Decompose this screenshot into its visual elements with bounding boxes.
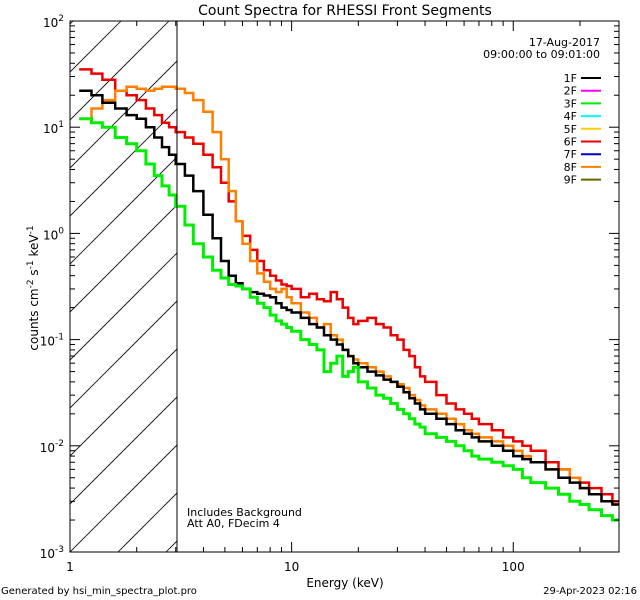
y-tick-label: 102	[43, 14, 64, 30]
generated-by-footer: Generated by hsi_min_spectra_plot.pro	[1, 586, 197, 597]
legend-label-4F: 4F	[564, 110, 577, 123]
y-axis-label: counts cm-2 s-1 keV-1	[26, 225, 41, 350]
x-axis-label: Energy (keV)	[306, 576, 383, 590]
legend-label-6F: 6F	[564, 136, 577, 149]
chart-title: Count Spectra for RHESSI Front Segments	[198, 3, 492, 19]
hatch-line	[70, 108, 177, 217]
y-tick-label: 101	[43, 120, 64, 136]
hatch-line	[358, 0, 640, 552]
legend-label-7F: 7F	[564, 148, 577, 161]
x-tick-label: 10	[284, 560, 299, 574]
hatch-line	[262, 0, 640, 552]
hatch-line	[70, 60, 177, 169]
series-1F	[79, 89, 619, 506]
series-3F	[79, 117, 619, 522]
footer-date: 29-Apr-2023 02:16	[543, 586, 637, 597]
legend-label-2F: 2F	[564, 85, 577, 98]
hatch-line	[70, 156, 177, 265]
x-tick-label: 1	[66, 560, 74, 574]
hatch-line	[0, 0, 94, 552]
y-tick-label: 10-1	[40, 333, 64, 349]
hatch-line	[70, 21, 170, 121]
y-tick-label: 100	[43, 226, 64, 242]
plot-frame	[69, 20, 620, 553]
date-label: 17-Aug-2017	[529, 36, 600, 49]
hatch-line	[70, 348, 177, 457]
hatch-line	[70, 396, 177, 505]
legend-label-5F: 5F	[564, 123, 577, 136]
legend-label-3F: 3F	[564, 97, 577, 110]
hatch-line	[70, 444, 177, 552]
legend-label-8F: 8F	[564, 161, 577, 174]
series-6F	[79, 68, 619, 503]
annotation-background: Includes Background	[187, 506, 302, 519]
x-tick-label: 100	[502, 560, 525, 574]
time-range-label: 09:00:00 to 09:01:00	[483, 48, 600, 61]
y-tick-label: 10-3	[40, 545, 64, 561]
legend-label-9F: 9F	[564, 174, 577, 187]
annotation-attenuator: Att A0, FDecim 4	[187, 517, 280, 530]
y-tick-label: 10-2	[40, 439, 64, 455]
hatch-line	[70, 21, 122, 73]
hatch-line	[70, 204, 177, 313]
series-8F	[79, 85, 619, 506]
legend-label-1F: 1F	[564, 72, 577, 85]
hatched-background-region	[0, 0, 640, 552]
hatch-line	[310, 0, 640, 552]
